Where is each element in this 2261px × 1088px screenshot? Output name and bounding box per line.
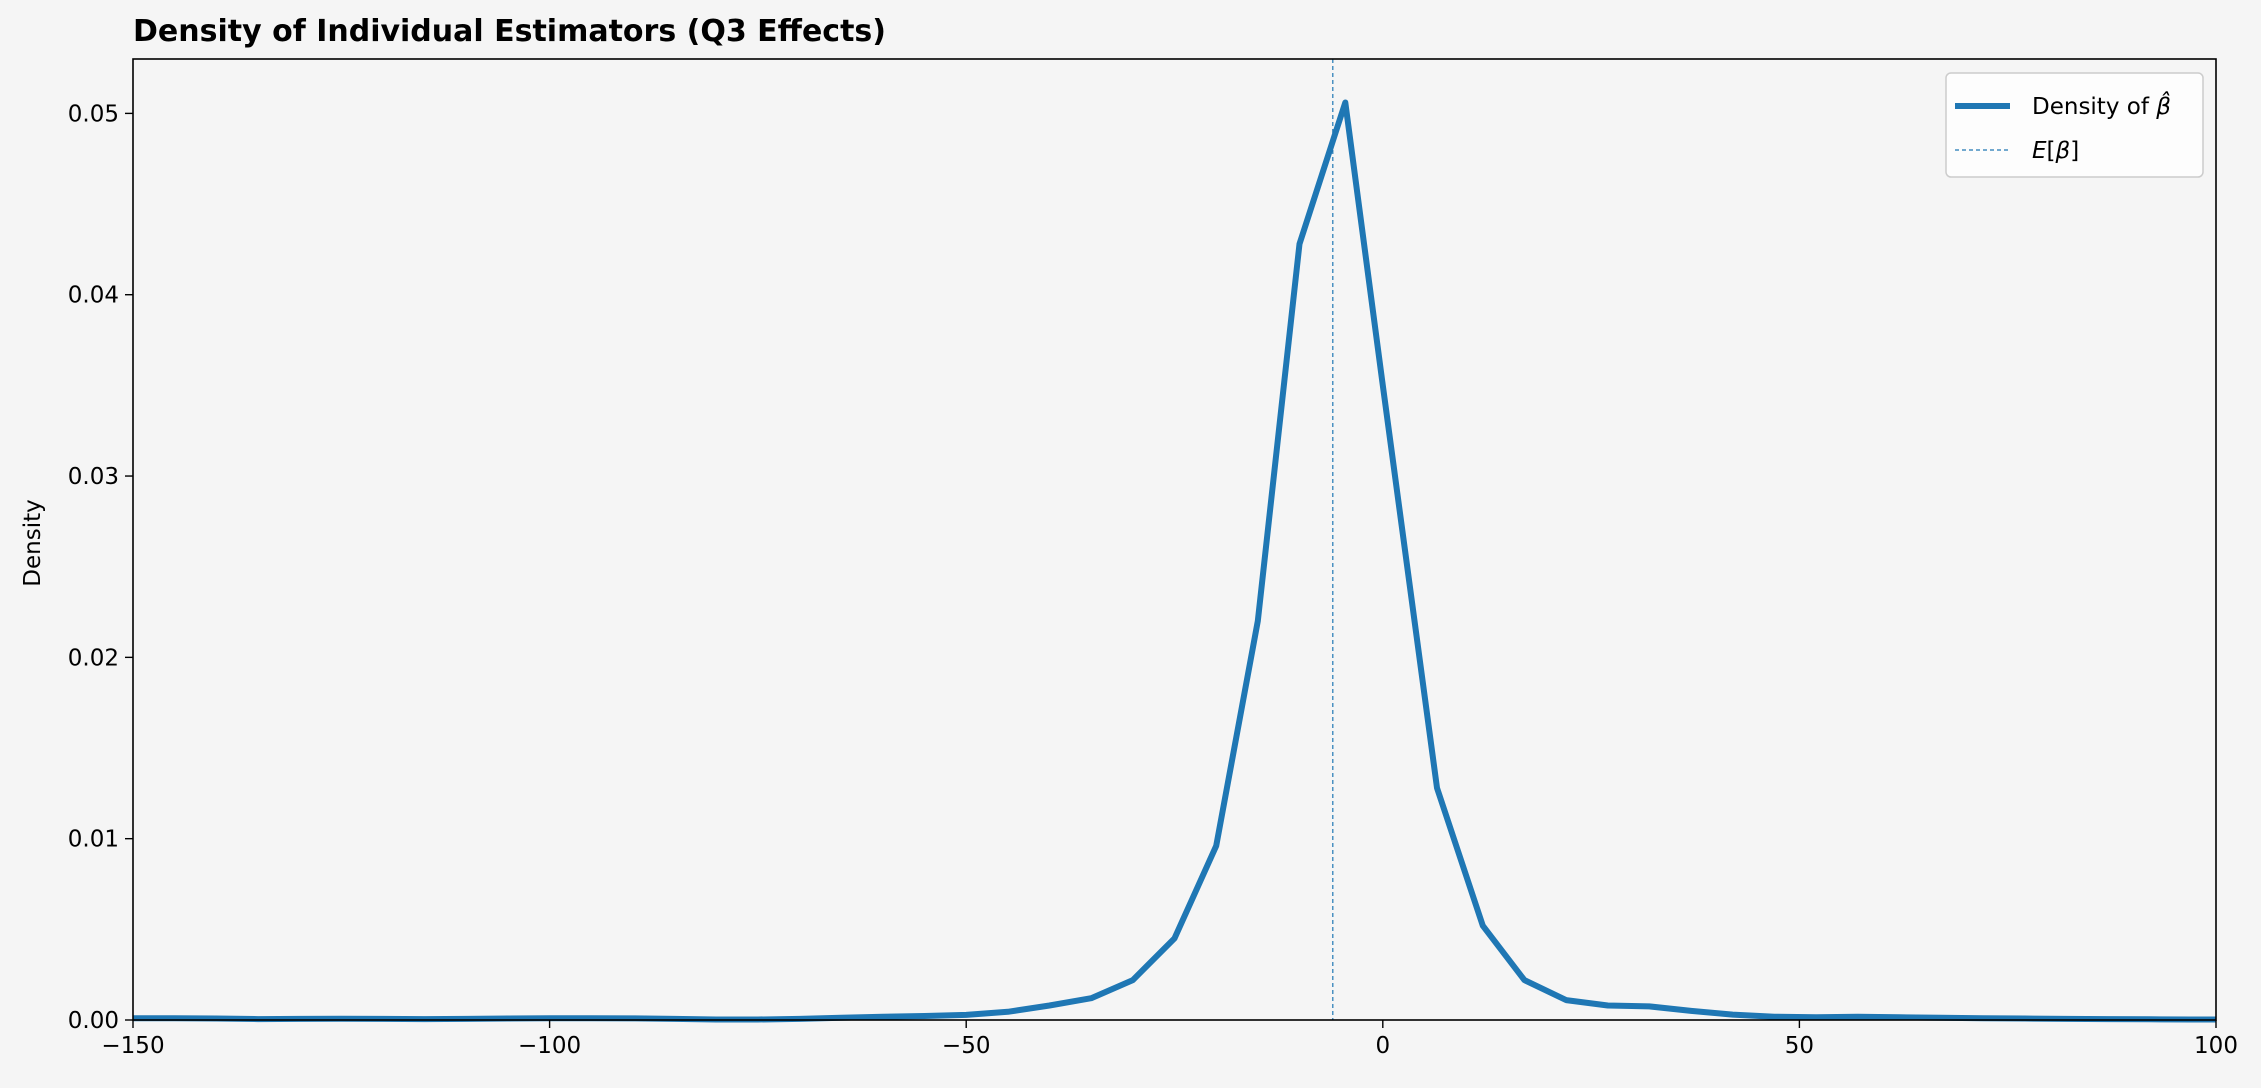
x-tick-label: 0: [1375, 1033, 1390, 1059]
x-tick-label: −150: [101, 1033, 164, 1059]
x-tick-label: −100: [518, 1033, 581, 1059]
plot-area: −150 −100 −50 0 50 100 0.00 0.01 0.02 0.03 0.04 0.0…: [68, 58, 2238, 1059]
legend-density-label: Density of β̂: [2032, 91, 2171, 120]
chart-title: Density of Individual Estimators (Q3 Eff…: [133, 14, 886, 49]
x-tick-label: 50: [1785, 1033, 1814, 1059]
y-tick-label: 0.01: [68, 827, 119, 853]
x-tick-label: −50: [942, 1033, 991, 1059]
y-tick-label: 0.03: [68, 464, 119, 490]
density-line: [133, 99, 2216, 1023]
y-tick-label: 0.05: [68, 101, 119, 127]
y-tick-label: 0.00: [68, 1008, 119, 1034]
legend: Density of β̂ E[β]: [1945, 72, 2204, 178]
y-axis-label: Density: [20, 499, 46, 586]
axes-frame: [132, 58, 2217, 1021]
legend-expected-label: E[β]: [2032, 138, 2079, 164]
legend-box: [1945, 72, 2204, 178]
y-tick-label: 0.02: [68, 645, 119, 671]
x-tick-label: 100: [2194, 1033, 2238, 1059]
y-tick-label: 0.04: [68, 283, 119, 309]
